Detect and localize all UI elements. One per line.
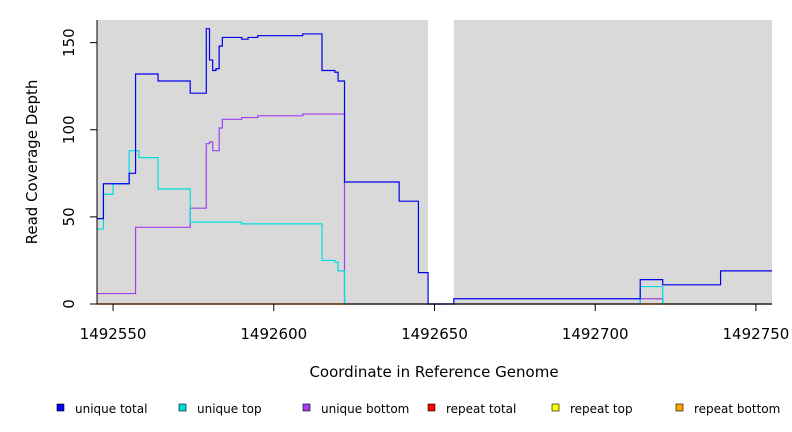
legend-label-repeat-bottom: repeat bottom: [694, 402, 780, 416]
y-tick-label: 150: [60, 28, 78, 57]
legend-swatch-unique-bottom: [302, 403, 311, 412]
y-axis-ticks: 0 50 100 150: [60, 28, 97, 309]
y-tick-label: 0: [60, 299, 78, 309]
x-axis-ticks: 1492550 1492600 1492650 1492700 1492750: [80, 304, 790, 343]
legend-label-repeat-top: repeat top: [570, 402, 633, 416]
y-axis-title: Read Coverage Depth: [23, 80, 41, 245]
legend-swatch-unique-top: [178, 403, 187, 412]
x-tick-label: 1492600: [240, 325, 307, 343]
legend-swatch-repeat-total: [427, 403, 436, 412]
coverage-gap: [428, 20, 454, 304]
y-tick-label: 50: [60, 207, 78, 226]
x-tick-label: 1492650: [401, 325, 468, 343]
x-tick-label: 1492750: [723, 325, 790, 343]
legend-label-unique-total: unique total: [75, 402, 147, 416]
legend-label-unique-top: unique top: [197, 402, 262, 416]
legend-swatch-repeat-top: [551, 403, 560, 412]
legend-label-unique-bottom: unique bottom: [321, 402, 409, 416]
legend-label-repeat-total: repeat total: [446, 402, 516, 416]
y-tick-label: 100: [60, 115, 78, 144]
legend-swatch-repeat-bottom: [675, 403, 684, 412]
legend: unique total unique top unique bottom repea…: [56, 402, 780, 416]
x-tick-label: 1492550: [80, 325, 147, 343]
legend-swatch-unique-total: [56, 403, 65, 412]
x-tick-label: 1492700: [562, 325, 629, 343]
x-axis-title: Coordinate in Reference Genome: [309, 363, 558, 381]
